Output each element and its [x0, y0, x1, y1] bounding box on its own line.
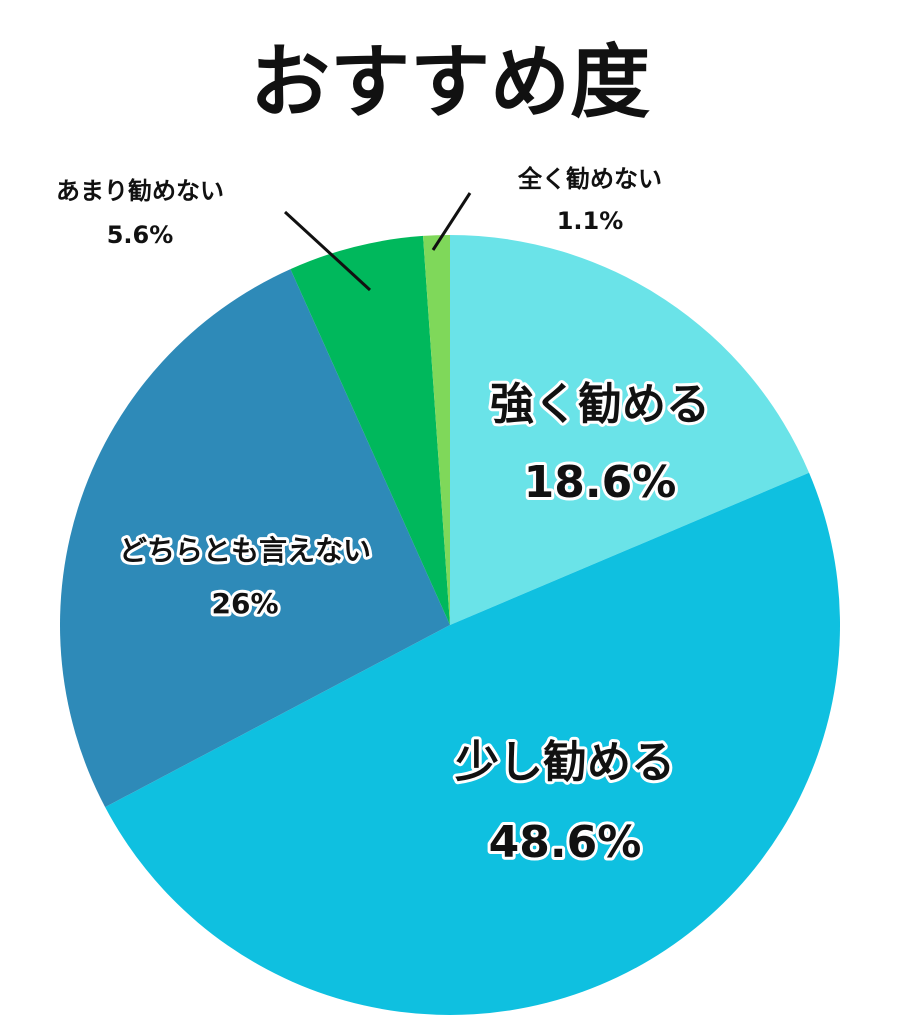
slice-value-label: 5.6% — [107, 221, 174, 249]
chart-title: おすすめ度 — [250, 36, 650, 129]
slice-value-label: 48.6% — [489, 817, 642, 868]
pie-slice — [423, 235, 450, 625]
slice-value-label: 18.6% — [524, 457, 677, 508]
slice-value-label: 26% — [211, 587, 278, 620]
slice-label: どちらとも言えない — [119, 534, 371, 567]
pie-slice — [59, 269, 451, 808]
pie-slice — [450, 235, 810, 625]
leader-line — [283, 210, 372, 292]
slice-label: あまり勧めない — [56, 177, 224, 205]
pie-slice — [290, 235, 450, 625]
slice-value-label: 1.1% — [557, 207, 624, 235]
slice-label: 少し勧める — [455, 737, 675, 788]
leader-line — [431, 192, 472, 251]
pie-slice — [105, 472, 841, 1016]
slice-label: 強く勧める — [490, 379, 710, 430]
labels: 強く勧める 18.6% 少し勧める 48.6% どちらとも言えない 26% あまり勧めない 5… — [56, 165, 713, 871]
slice-label: 全く勧めない — [517, 165, 662, 193]
pie — [59, 235, 841, 1016]
